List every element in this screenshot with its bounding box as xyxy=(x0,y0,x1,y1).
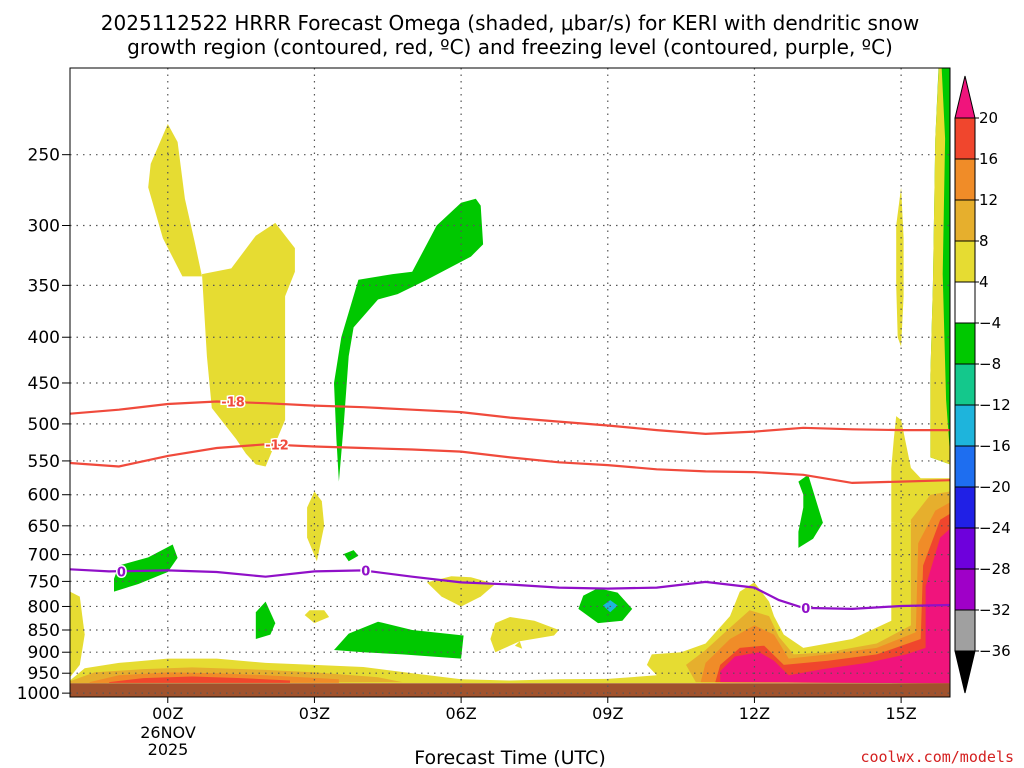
omega-region-yellow-3z-small xyxy=(304,610,330,624)
colorbar-label--28: −28 xyxy=(979,560,1011,578)
omega-region-upper-green-plume xyxy=(334,198,484,482)
y-tick-label-600: 600 xyxy=(28,486,60,506)
x-tick-label-09Z: 09Z xyxy=(592,704,623,723)
colorbar-label--12: −12 xyxy=(979,396,1011,414)
omega-region-upper-yellow-0z xyxy=(148,124,202,277)
omega-region-red-near-sfc xyxy=(109,676,290,683)
x-tick-label-15Z: 15Z xyxy=(885,704,916,723)
colorbar-label--24: −24 xyxy=(979,519,1011,537)
x-axis-label: Forecast Time (UTC) xyxy=(414,747,605,768)
dgz-contour--18 xyxy=(70,400,950,436)
colorbar-label--8: −8 xyxy=(979,355,1001,373)
omega-region-upper-yellow-1z xyxy=(202,222,295,467)
dgz-contour--12 xyxy=(70,443,950,485)
y-tick-label-350: 350 xyxy=(28,276,60,296)
dgz-contour-label--12: -12 xyxy=(265,438,289,453)
colorbar: 20 16 12 8 4 −4 −8 −12 −16 −20 −24 −28 −32 −36 xyxy=(954,75,1011,694)
colorbar-label-16: 16 xyxy=(979,150,998,168)
omega-shaded-regions xyxy=(70,68,950,684)
y-tick-label-650: 650 xyxy=(28,517,60,537)
x-tick-label-06Z: 06Z xyxy=(445,704,476,723)
y-tick-label-850: 850 xyxy=(28,621,60,641)
freezing-level-label-2: 0 xyxy=(801,602,810,617)
omega-region-thin-yellow-15z xyxy=(896,187,904,347)
colorbar-box--24 xyxy=(954,486,976,529)
omega-region-green-4-6z xyxy=(334,621,464,659)
omega-region-thin-yellow-3z xyxy=(307,491,325,562)
colorbar-box--4 xyxy=(954,281,976,324)
y-tick-label-250: 250 xyxy=(28,146,60,166)
omega-region-yellow-lower-band xyxy=(70,591,85,678)
y-tick-label-300: 300 xyxy=(28,216,60,236)
contour-lines: -18 -12 0 0 0 xyxy=(70,394,950,618)
freezing-level-contour xyxy=(70,568,950,611)
colorbar-box--28 xyxy=(954,527,976,570)
colorbar-box-8 xyxy=(954,199,976,242)
freezing-level-label-1: 0 xyxy=(361,564,370,579)
colorbar-label--32: −32 xyxy=(979,601,1011,619)
colorbar-box--12 xyxy=(954,363,976,406)
colorbar-over-arrow xyxy=(954,75,976,119)
colorbar-label--20: −20 xyxy=(979,478,1011,496)
colorbar-label-8: 8 xyxy=(979,232,989,250)
colorbar-box-16 xyxy=(954,117,976,160)
credit-text: coolwx.com/models xyxy=(860,748,1014,766)
y-tick-label-700: 700 xyxy=(28,546,60,566)
x-date-line2: 2025 xyxy=(148,740,189,759)
colorbar-box-4 xyxy=(954,240,976,283)
omega-region-orange-12z xyxy=(700,502,950,684)
grid-lines xyxy=(70,68,950,697)
x-date-line1: 26NOV xyxy=(140,723,196,742)
freezing-level-label-0: 0 xyxy=(117,565,126,580)
omega-region-green-3.5z xyxy=(343,550,359,562)
omega-region-green-13z xyxy=(798,474,823,548)
colorbar-label-12: 12 xyxy=(979,191,998,209)
omega-region-green-1.8z xyxy=(255,601,276,639)
colorbar-box-12 xyxy=(954,158,976,201)
colorbar-box--32 xyxy=(954,568,976,611)
ground-layer xyxy=(70,683,950,697)
omega-region-green-left xyxy=(114,544,178,592)
y-tick-label-900: 900 xyxy=(28,643,60,663)
x-tick-label-00Z: 00Z xyxy=(152,704,183,723)
colorbar-label--36: −36 xyxy=(979,642,1011,660)
x-tick-label-12Z: 12Z xyxy=(739,704,770,723)
y-tick-label-950: 950 xyxy=(28,664,60,684)
chart-title-line1: 2025112522 HRRR Forecast Omega (shaded, … xyxy=(101,11,919,35)
colorbar-box--36 xyxy=(954,609,976,652)
colorbar-label--16: −16 xyxy=(979,437,1011,455)
omega-region-magenta-12z xyxy=(720,528,950,684)
colorbar-box--20 xyxy=(954,445,976,488)
y-tick-label-400: 400 xyxy=(28,328,60,348)
x-axis-ticks: 00Z 03Z 06Z 09Z 12Z 15Z xyxy=(152,697,917,723)
x-tick-label-03Z: 03Z xyxy=(299,704,330,723)
y-tick-label-750: 750 xyxy=(28,572,60,592)
omega-region-yellow-7z-dot xyxy=(514,641,523,649)
y-axis-ticks: 2503003504004505005506006507007508008509… xyxy=(17,146,70,704)
y-tick-label-550: 550 xyxy=(28,452,60,472)
y-tick-label-800: 800 xyxy=(28,597,60,617)
colorbar-box--8 xyxy=(954,322,976,365)
colorbar-label-20: 20 xyxy=(979,109,998,127)
colorbar-under-arrow xyxy=(954,650,976,694)
omega-region-yellow-7z xyxy=(490,617,559,653)
omega-region-yellow-right-column xyxy=(930,68,950,465)
colorbar-label-4: 4 xyxy=(979,273,989,291)
colorbar-box--16 xyxy=(954,404,976,447)
y-tick-label-450: 450 xyxy=(28,374,60,394)
colorbar-label--4: −4 xyxy=(979,314,1001,332)
y-tick-label-500: 500 xyxy=(28,415,60,435)
y-tick-label-1000: 1000 xyxy=(17,684,60,704)
dgz-contour-label--18: -18 xyxy=(221,396,245,411)
chart-title-line2: growth region (contoured, red, ºC) and f… xyxy=(127,35,893,59)
